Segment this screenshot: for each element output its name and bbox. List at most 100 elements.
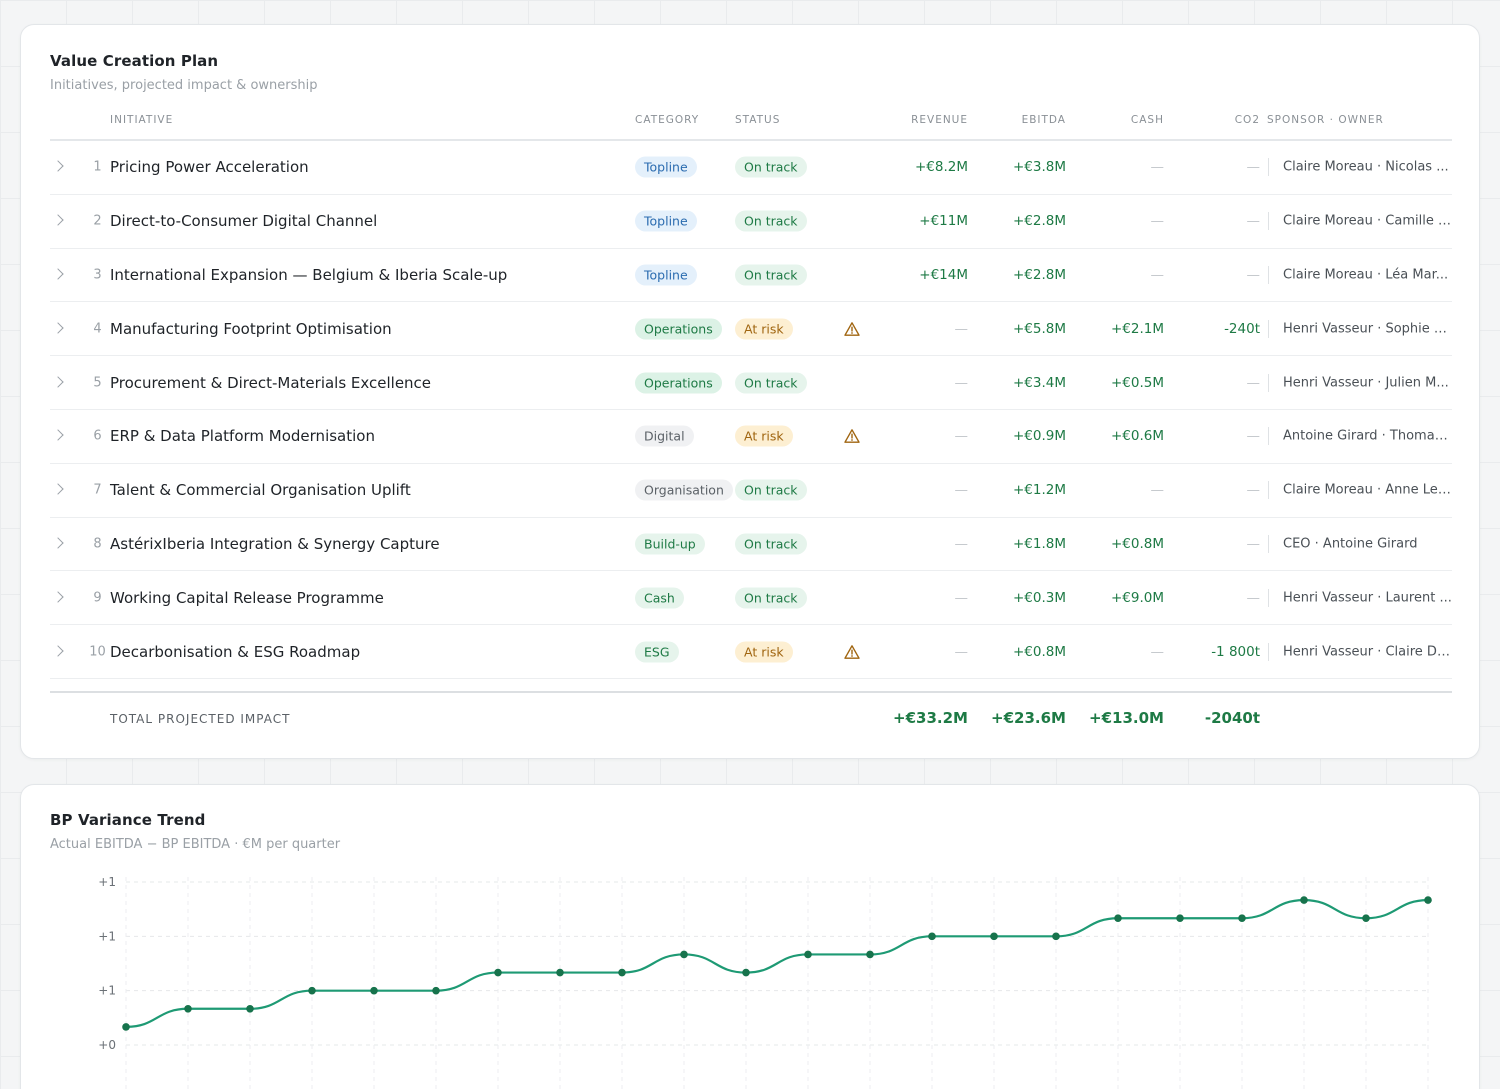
chevron-right-icon[interactable]	[52, 537, 64, 549]
initiative-name[interactable]: Talent & Commercial Organisation Uplift	[110, 481, 411, 500]
ebitda-value: +€5.8M	[1012, 320, 1066, 337]
column-separator	[1268, 158, 1269, 177]
col-header-category[interactable]: CATEGORY	[635, 114, 700, 126]
initiative-name[interactable]: Decarbonisation & ESG Roadmap	[110, 642, 361, 661]
plan-title: Value Creation Plan	[50, 52, 219, 70]
ebitda-value: +€2.8M	[1012, 213, 1066, 230]
table-row[interactable]: 7 Talent & Commercial Organisation Uplift…	[50, 464, 1453, 518]
data-point	[246, 1004, 254, 1013]
data-point	[866, 950, 874, 959]
data-point	[1052, 932, 1060, 941]
y-tick-label: +0	[98, 1038, 116, 1052]
row-index: 8	[93, 536, 102, 552]
chevron-right-icon[interactable]	[52, 322, 64, 334]
table-row[interactable]: 10 Decarbonisation & ESG Roadmap ESG At ris…	[50, 625, 1453, 679]
row-index: 1	[93, 159, 102, 175]
chevron-right-icon[interactable]	[52, 214, 64, 226]
co2-value: —	[1246, 374, 1261, 391]
category-badge: Digital	[635, 425, 694, 447]
ebitda-value: +€0.3M	[1012, 589, 1066, 606]
table-row[interactable]: 8 AstérixIberia Integration & Synergy Cap…	[50, 518, 1452, 572]
sponsor-owner: Claire Moreau · Nicolas ...	[1283, 159, 1449, 175]
data-point	[556, 968, 564, 977]
table-row[interactable]: 4 Manufacturing Footprint Optimisation Ope…	[50, 302, 1453, 357]
revenue-value: +€14M	[919, 266, 968, 283]
initiative-name[interactable]: AstérixIberia Integration & Synergy Capt…	[110, 534, 440, 553]
co2-value: —	[1246, 535, 1261, 552]
chevron-right-icon[interactable]	[52, 268, 64, 280]
row-index: 4	[93, 321, 102, 337]
initiative-name[interactable]: International Expansion — Belgium & Iber…	[110, 265, 508, 284]
col-header-ebitda[interactable]: EBITDA	[1021, 114, 1066, 126]
cash-value: —	[1150, 213, 1165, 230]
table-row[interactable]: 5 Procurement & Direct-Materials Excellen…	[50, 356, 1452, 410]
col-header-initiative[interactable]: INITIATIVE	[110, 114, 174, 126]
row-index: 5	[93, 375, 102, 391]
chevron-right-icon[interactable]	[52, 644, 64, 657]
chevron-right-icon[interactable]	[52, 483, 64, 495]
ebitda-value: +€2.8M	[1012, 266, 1066, 283]
data-point	[742, 968, 750, 977]
status-badge: On track	[735, 156, 807, 178]
co2-value: —	[1246, 266, 1261, 283]
category-badge: Build-up	[635, 533, 705, 555]
initiative-name[interactable]: Working Capital Release Programme	[110, 588, 384, 607]
sponsor-owner: CEO · Antoine Girard	[1283, 536, 1418, 552]
status-badge: On track	[735, 533, 807, 555]
table-row[interactable]: 6 ERP & Data Platform Modernisation Digita…	[50, 410, 1453, 464]
status-badge: At risk	[735, 641, 793, 663]
initiative-name[interactable]: Procurement & Direct-Materials Excellenc…	[110, 373, 432, 392]
category-badge: Operations	[635, 318, 722, 340]
col-header-cash[interactable]: CASH	[1130, 114, 1164, 126]
co2-value: —	[1246, 589, 1261, 606]
data-point	[122, 1023, 130, 1031]
data-point	[1238, 914, 1246, 923]
table-row[interactable]: 3 International Expansion — Belgium & Ibe…	[50, 249, 1452, 303]
chevron-right-icon[interactable]	[52, 160, 64, 173]
sponsor-owner: Claire Moreau · Anne Lef...	[1283, 482, 1453, 498]
data-point	[618, 968, 626, 977]
sponsor-owner: Henri Vasseur · Sophie L...	[1283, 321, 1453, 337]
chevron-right-icon[interactable]	[52, 591, 64, 603]
revenue-value: +€11M	[919, 213, 968, 230]
status-badge: On track	[735, 587, 807, 609]
data-point	[308, 986, 316, 995]
ebitda-value: +€1.2M	[1012, 482, 1066, 499]
cash-value: —	[1150, 643, 1165, 660]
status-badge: On track	[735, 372, 807, 394]
co2-value: —	[1246, 213, 1261, 230]
table-row[interactable]: 9 Working Capital Release Programme Cash On…	[50, 571, 1452, 626]
status-badge: At risk	[735, 425, 793, 447]
col-header-owner[interactable]: SPONSOR · OWNER	[1267, 114, 1384, 126]
category-badge: Organisation	[635, 479, 733, 501]
col-header-revenue[interactable]: REVENUE	[911, 114, 968, 126]
col-header-status[interactable]: STATUS	[735, 114, 781, 126]
cash-value: +€2.1M	[1110, 320, 1164, 337]
data-point	[1176, 914, 1184, 923]
bp-variance-trend-card: BP Variance Trend Actual EBITDA − BP EBI…	[20, 784, 1480, 1089]
cash-value: —	[1150, 159, 1165, 176]
initiative-name[interactable]: Manufacturing Footprint Optimisation	[110, 319, 392, 338]
revenue-value: —	[954, 428, 969, 445]
initiative-name[interactable]: ERP & Data Platform Modernisation	[110, 427, 375, 446]
co2-value: -1 800t	[1211, 643, 1260, 660]
column-separator	[1268, 265, 1269, 284]
total-revenue: +€33.2M	[893, 709, 968, 727]
table-row[interactable]: 1 Pricing Power Acceleration Topline On tra…	[50, 141, 1452, 195]
table-row[interactable]: 2 Direct-to-Consumer Digital Channel Topli…	[50, 195, 1453, 249]
ebitda-value: +€0.9M	[1012, 428, 1066, 445]
initiative-name[interactable]: Direct-to-Consumer Digital Channel	[110, 212, 378, 231]
initiative-name[interactable]: Pricing Power Acceleration	[110, 158, 309, 177]
cash-value: +€0.5M	[1110, 374, 1164, 391]
revenue-value: —	[954, 374, 969, 391]
status-badge: On track	[735, 210, 807, 232]
y-tick-label: +1	[98, 875, 116, 889]
co2-value: —	[1246, 482, 1261, 499]
col-header-co2[interactable]: CO2	[1234, 114, 1260, 126]
data-point	[370, 986, 378, 995]
column-separator	[1268, 427, 1269, 446]
category-badge: Cash	[635, 587, 684, 609]
chevron-right-icon[interactable]	[52, 429, 64, 442]
chevron-right-icon[interactable]	[52, 375, 64, 388]
row-index: 9	[93, 590, 102, 606]
